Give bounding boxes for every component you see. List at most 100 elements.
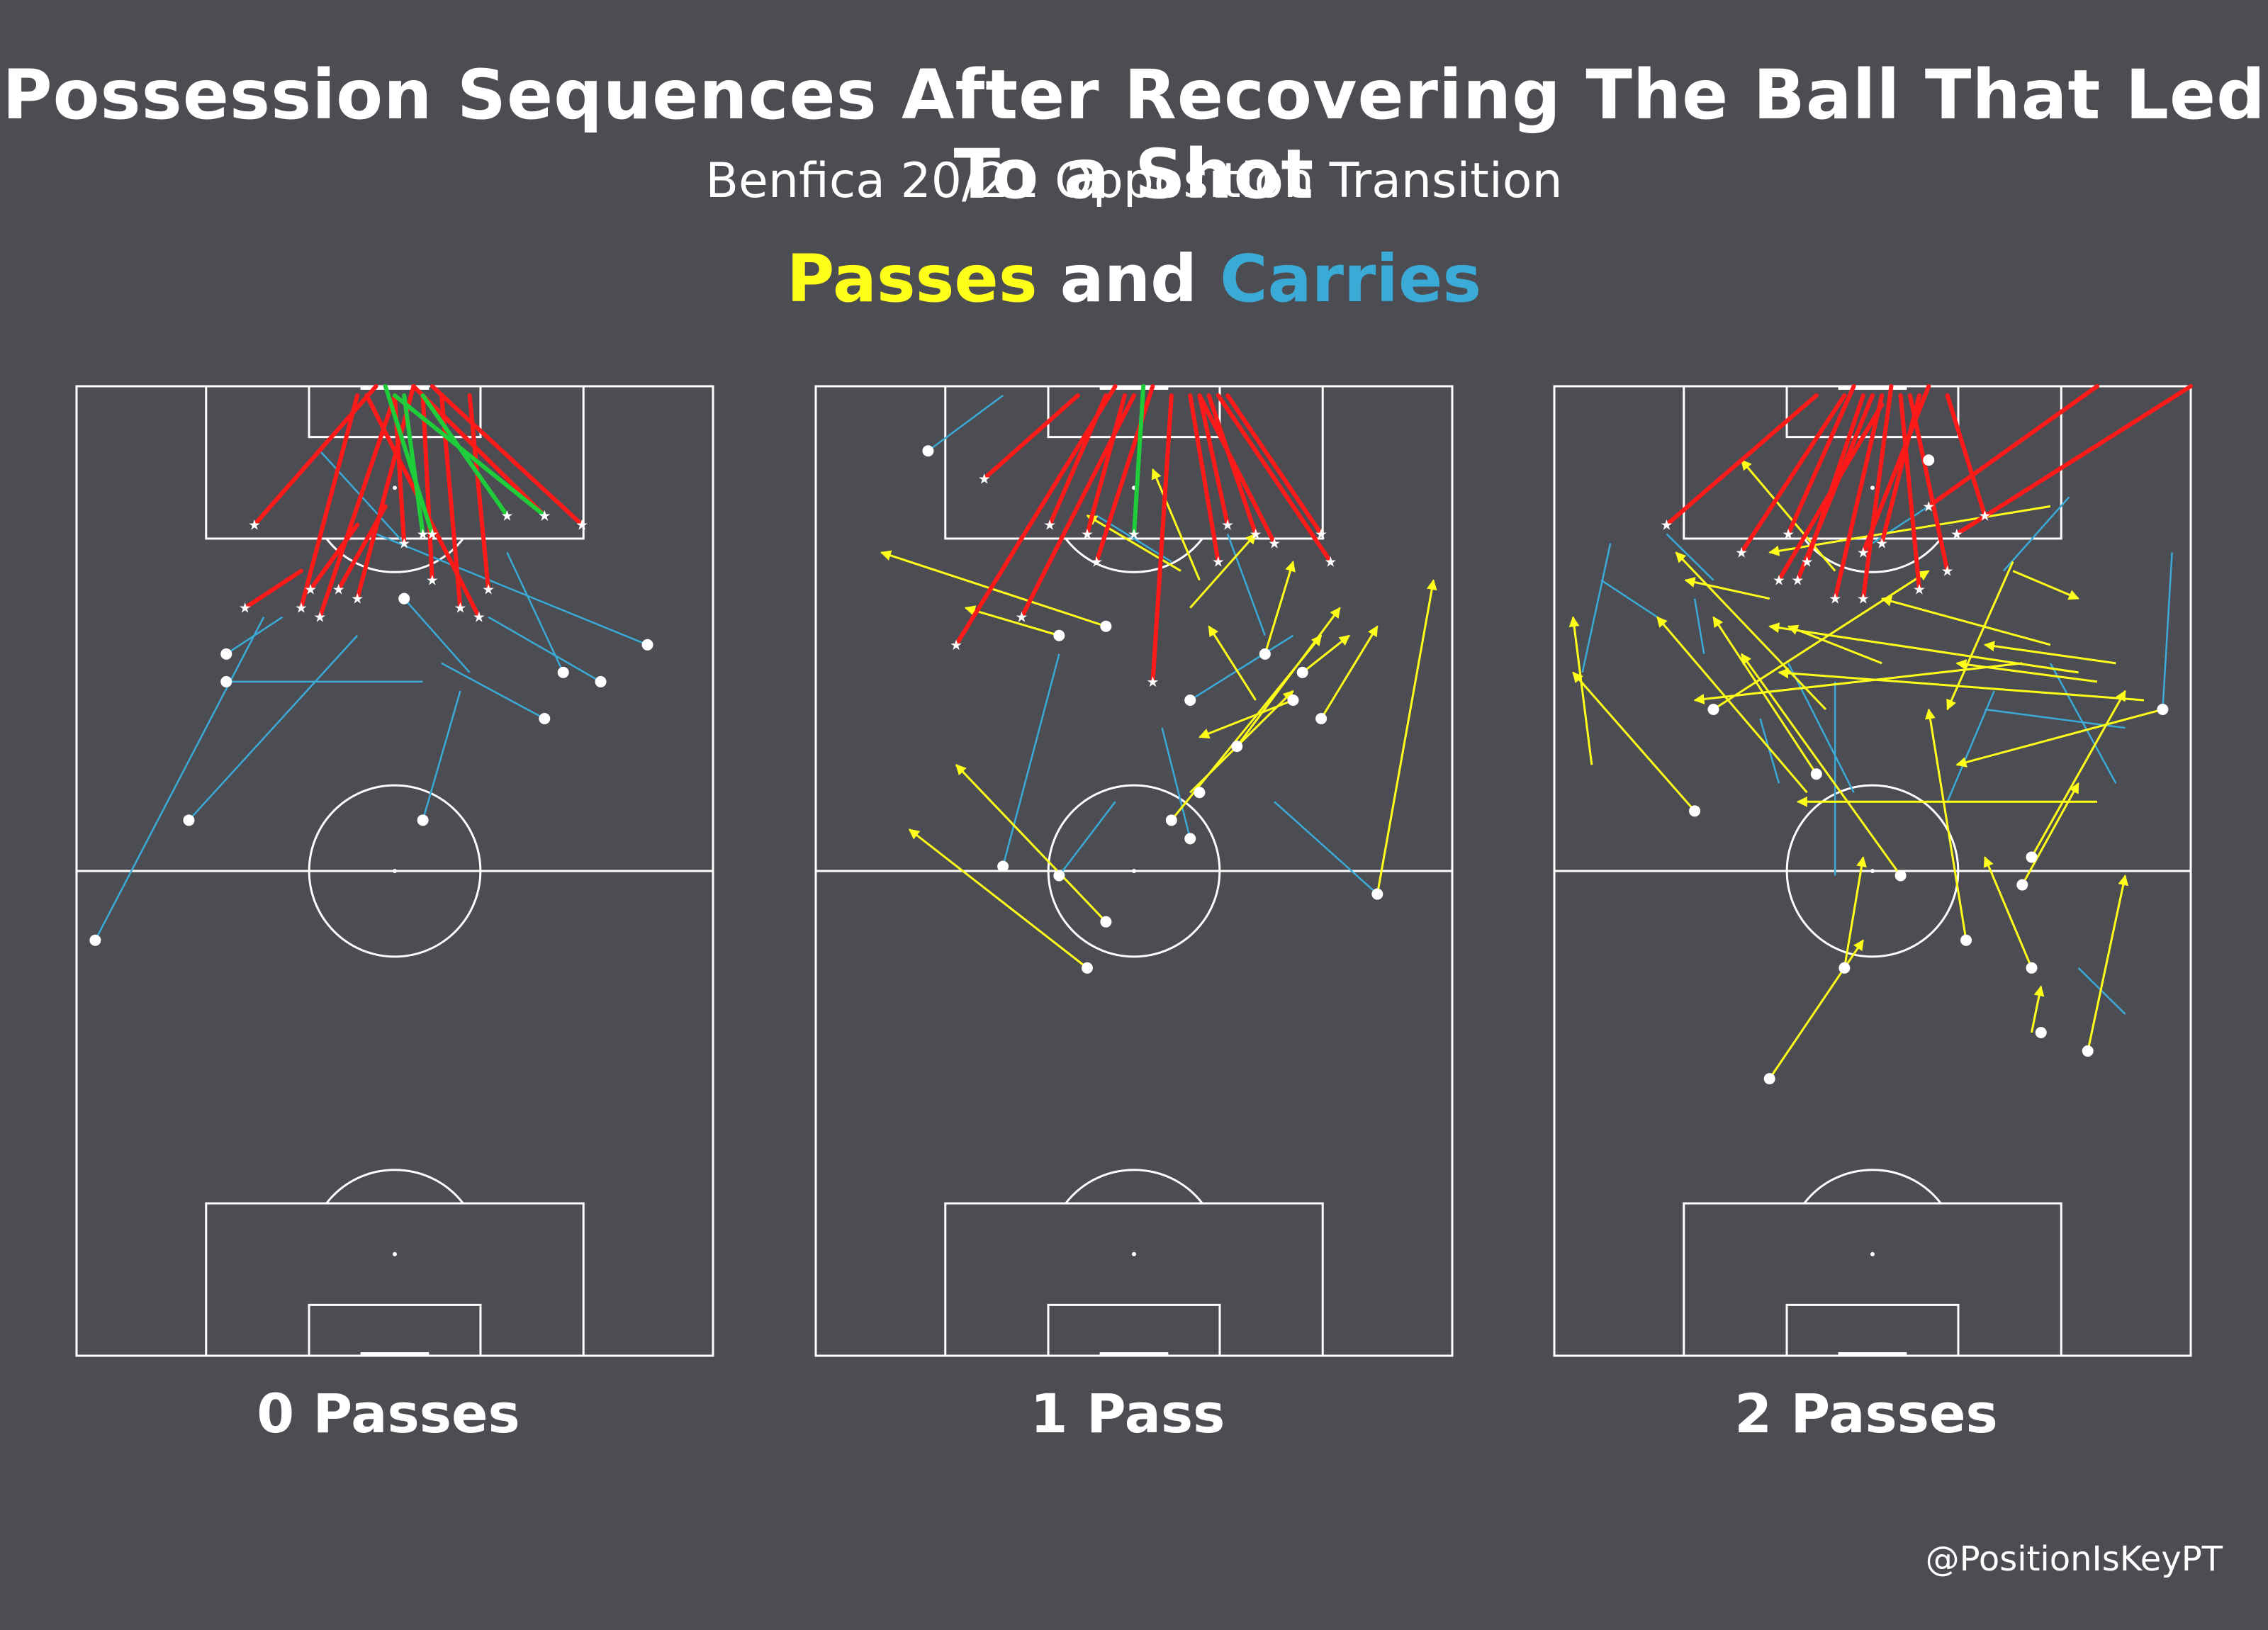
penalty-spot-bottom: [393, 1252, 397, 1257]
recovery-point-0: [1763, 1073, 1775, 1085]
pass-arrow-22: [1955, 659, 2098, 683]
recovery-point-2: [220, 675, 232, 687]
recovery-point-10: [1184, 833, 1196, 845]
shot-line-5: [1197, 393, 1230, 527]
pass-arrow-2: [908, 828, 1088, 969]
recovery-point-1: [1100, 620, 1112, 632]
chart-title: Possession Sequences After Recovering Th…: [2, 55, 2266, 214]
shot-origin-star-13: ★: [1128, 525, 1140, 542]
pass-arrow-10: [1320, 625, 1379, 719]
recovery-point-9: [1689, 805, 1701, 817]
shot-line-4: [1188, 393, 1220, 564]
shot-origin-star-0: ★: [1661, 516, 1673, 533]
center-spot: [1132, 869, 1136, 873]
recovery-point-4: [1287, 694, 1299, 706]
six-yard-box-bottom: [1047, 1303, 1221, 1357]
shot-origin-star-6: ★: [1250, 525, 1262, 542]
shot-origin-star-9: ★: [538, 507, 551, 524]
pass-arrow-1: [964, 605, 1060, 637]
recovery-point-9: [1165, 814, 1177, 826]
recovery-point-9: [641, 639, 653, 651]
carry-line-0: [94, 617, 265, 941]
recovery-point-8: [595, 675, 607, 687]
carry-line-6: [441, 662, 545, 720]
six-yard-box-bottom: [308, 1303, 482, 1357]
shot-origin-star-7: ★: [1268, 534, 1281, 551]
panel-label-1-pass: 1 Pass: [1030, 1382, 1225, 1445]
shot-origin-star-6: ★: [1875, 534, 1888, 551]
recovery-point-3: [1184, 694, 1196, 706]
recovery-point-13: [1923, 454, 1935, 466]
shot-origin-star-14: ★: [1773, 572, 1785, 589]
carry-line-9: [376, 533, 649, 646]
penalty-arc-bottom: [1065, 1169, 1203, 1204]
pitch-panel-2: ★ ★ ★ ★ ★ ★ ★ ★ ★ ★ ★ ★ ★ ★ ★: [1553, 384, 2193, 1357]
carry-line-9: [1693, 598, 1705, 655]
carry-line-7: [1600, 579, 1658, 618]
pass-arrow-21: [1675, 551, 1827, 711]
recovery-point-4: [2026, 962, 2038, 974]
shot-line-0: [954, 384, 1118, 647]
shot-origin-star-10: ★: [978, 470, 991, 487]
pass-arrow-14: [1768, 622, 2079, 674]
recovery-point-7: [1231, 741, 1243, 753]
carry-line-8: [488, 616, 602, 682]
carry-line-4: [1274, 801, 1379, 895]
shot-origin-star-5: ★: [1221, 516, 1234, 533]
shot-line-2: [318, 393, 397, 619]
shot-origin-star-17: ★: [538, 507, 551, 524]
carry-line-2: [225, 616, 284, 655]
penalty-arc-bottom: [1803, 1169, 1942, 1204]
legend-passes: Passes: [786, 241, 1038, 317]
shot-line-1: [298, 393, 360, 610]
pass-arrow-26: [1946, 561, 2014, 711]
shot-origin-star-0: ★: [248, 516, 261, 533]
pass-arrow-15: [2012, 570, 2079, 600]
goal-shot-line-17: [393, 393, 547, 518]
pass-arrow-17: [1568, 616, 1593, 765]
carry-line-7: [506, 551, 564, 673]
shot-origin-star-12: ★: [304, 581, 317, 598]
pass-arrow-15: [1208, 625, 1257, 701]
carry-line-5: [422, 690, 461, 821]
recovery-point-2: [1053, 629, 1065, 641]
center-spot: [393, 869, 397, 873]
carry-line-4: [1946, 690, 1995, 802]
recovery-point-5: [1296, 666, 1308, 678]
shot-origin-star-14: ★: [417, 525, 430, 542]
recovery-point-5: [1960, 934, 1972, 946]
shot-origin-star-8: ★: [1315, 525, 1327, 542]
shot-origin-star-3: ★: [351, 590, 364, 607]
recovery-point-7: [557, 666, 569, 678]
shot-origin-star-7: ★: [473, 609, 485, 626]
pass-arrow-24: [1693, 662, 2023, 704]
carry-line-1: [188, 634, 359, 821]
legend: Passes and Carries: [0, 241, 2268, 317]
shot-line-9: [1216, 393, 1333, 564]
shot-origin-star-15: ★: [426, 525, 439, 542]
carry-line-0: [927, 395, 1004, 452]
shot-origin-star-1: ★: [295, 600, 308, 617]
shot-origin-star-4: ★: [1212, 553, 1225, 570]
shot-origin-star-16: ★: [501, 507, 514, 524]
shot-line-0: [1664, 393, 1819, 527]
shot-origin-star-0: ★: [950, 636, 962, 653]
shot-line-3: [355, 384, 416, 601]
shot-line-10: [982, 393, 1080, 481]
carry-line-12: [2002, 496, 2070, 572]
chart-subtitle: Benfica 20/21 Opposition Transition: [705, 153, 1563, 209]
shot-line-12: [1804, 393, 1865, 564]
carry-line-7: [1226, 534, 1267, 636]
shot-line-13: [336, 504, 388, 592]
shot-line-9: [411, 384, 547, 518]
shot-line-3: [1150, 393, 1174, 684]
shot-origin-star-6: ★: [454, 600, 466, 617]
shot-origin-star-11: ★: [1922, 498, 1935, 515]
carry-line-5: [1787, 663, 1855, 793]
penalty-area-bottom: [1683, 1202, 2062, 1357]
pass-arrow-0: [880, 550, 1106, 628]
shot-origin-star-8: ★: [482, 581, 495, 598]
carry-line-1: [1058, 801, 1116, 877]
shot-origin-star-13: ★: [1857, 544, 1870, 561]
shot-origin-star-9: ★: [1324, 553, 1337, 570]
